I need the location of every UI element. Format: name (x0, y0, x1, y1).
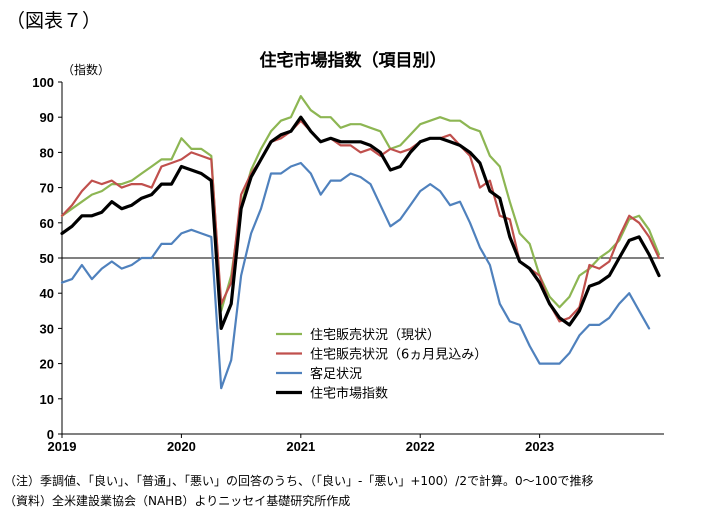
y-tick-label: 100 (32, 75, 54, 90)
series-line-3 (60, 115, 661, 330)
x-tick-label: 2020 (167, 439, 196, 454)
legend-label-3: 住宅市場指数 (310, 386, 388, 402)
series-lines (60, 94, 661, 390)
footnote-note: （注）季調値、「良い」、「普通」、「悪い」の回答のうち、（「良い」-「悪い」+1… (4, 474, 594, 488)
x-tick-label: 2023 (525, 439, 554, 454)
series-line-2 (60, 161, 651, 390)
footnote-source: （資料）全米建設業協会（NAHB）よりニッセイ基礎研究所作成 (4, 494, 351, 508)
y-tick-label: 60 (40, 216, 54, 231)
figure-label: （図表７） (6, 10, 102, 32)
tick-labels: 0 10 20 30 40 50 60 70 80 90 100 2019 2020 2021 2022 20… (32, 75, 554, 454)
legend-label-2: 客足状況 (310, 366, 362, 382)
y-tick-label: 40 (40, 286, 54, 301)
y-tick-label: 30 (40, 321, 54, 336)
y-tick-label: 10 (40, 392, 54, 407)
x-tick-label: 2022 (406, 439, 435, 454)
series-line-1 (60, 119, 661, 323)
axes (58, 81, 664, 438)
chart-title: 住宅市場指数（項目別） (259, 51, 447, 71)
y-tick-label: 20 (40, 357, 54, 372)
y-axis-label: （指数） (62, 63, 111, 77)
y-tick-label: 90 (40, 110, 54, 125)
y-tick-label: 70 (40, 181, 54, 196)
legend-label-1: 住宅販売状況（6ヵ月見込み） (310, 347, 487, 363)
series-line-0 (60, 94, 661, 312)
legend-label-0: 住宅販売状況（現状） (310, 327, 440, 343)
x-tick-label: 2019 (48, 439, 77, 454)
y-tick-label: 80 (40, 145, 54, 160)
x-tick-label: 2021 (286, 439, 315, 454)
y-tick-label: 50 (40, 251, 54, 266)
y-tick-label: 0 (47, 427, 54, 442)
